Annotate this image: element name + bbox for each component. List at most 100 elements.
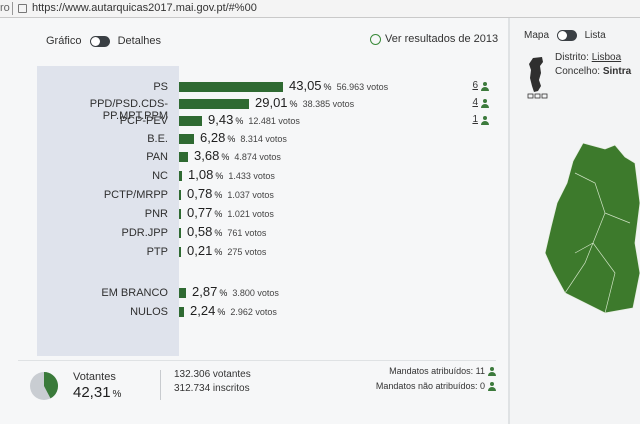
party-name: NULOS [130,306,168,318]
result-row: PAN 3,68% 4.874 votos [0,148,508,166]
party-name: PAN [146,151,168,163]
seat-count[interactable]: 4 [472,97,478,108]
percent-value: 43,05 [289,78,322,93]
vote-count: 1.021 votos [227,209,274,219]
toggle-label-list[interactable]: Lista [584,30,606,42]
percent-value: 2,87 [192,284,218,299]
map-panel: Mapa Lista Distrito: Lisboa Concelho: Si… [510,18,640,424]
party-name: PTP [146,246,168,258]
percent-symbol: % [323,82,332,92]
result-bar [179,116,202,126]
vote-count: 4.874 votos [234,152,281,162]
lock-icon[interactable] [18,4,27,13]
map-list-toggle[interactable]: Mapa Lista [524,30,606,41]
location-info: Distrito: Lisboa Concelho: Sintra [555,51,631,79]
result-bar [179,288,186,298]
results-panel: Gráfico Detalhes Ver resultados de 2013 … [0,18,508,424]
percent-symbol: % [235,116,244,126]
result-bar [179,307,184,317]
result-row: NC 1,08% 1.433 votos [0,167,508,185]
history-link[interactable]: Ver resultados de 2013 [370,33,498,45]
percent-value: 0,21 [187,243,213,258]
person-icon [488,382,496,391]
seat-count[interactable]: 6 [472,80,478,91]
registered-count: 312.734 inscritos [174,383,250,394]
panel-divider [508,18,510,424]
percent-symbol: % [214,228,223,238]
result-value: 0,58% 761 votos [187,224,266,239]
divider [18,360,496,361]
result-bar [179,228,181,238]
result-value: 43,05% 56.963 votos [289,78,388,93]
toggle-label-details[interactable]: Detalhes [117,35,162,48]
percent-value: 0,58 [187,224,213,239]
percent-value: 9,43 [208,112,234,127]
switch-knob [90,36,100,46]
history-icon [370,33,381,45]
person-icon [481,116,489,125]
result-value: 2,24% 2.962 votos [190,303,277,318]
result-bar [179,82,283,92]
history-link-label[interactable]: Ver resultados de 2013 [385,33,499,45]
district-map[interactable] [545,143,640,318]
percent-symbol: % [214,209,223,219]
result-value: 6,28% 8.314 votos [200,130,287,145]
result-value: 0,21% 275 votos [187,243,266,258]
mini-map-azores [527,93,534,99]
turnout-separator [160,370,161,400]
percent-symbol: % [221,152,230,162]
result-row: PDR.JPP 0,58% 761 votos [0,224,508,242]
result-value: 1,08% 1.433 votos [188,167,275,182]
result-bar [179,247,181,257]
portugal-mini-map[interactable] [527,56,551,100]
view-switch[interactable] [89,35,110,47]
url-separator [12,2,13,15]
map-list-switch[interactable] [556,30,577,41]
chart-detail-toggle[interactable]: Gráfico Detalhes [46,35,161,47]
percent-value: 0,78 [187,186,213,201]
percent-symbol: % [215,171,224,181]
council-value: Sintra [602,66,632,77]
result-row: PS 43,05% 56.963 votos 6 [0,78,508,96]
result-row: NULOS 2,24% 2.962 votos [0,303,508,321]
person-icon [488,367,496,376]
vote-count: 1.433 votos [228,171,275,181]
percent-value: 2,24 [190,303,216,318]
party-name: B.E. [147,133,168,145]
district-shape[interactable] [545,143,640,314]
district-link[interactable]: Lisboa [591,52,622,63]
turnout-percent-value: 42,31 [73,384,111,401]
vote-count: 275 votos [227,247,267,257]
mandates-assigned: Mandatos atribuídos: 11 [389,366,485,376]
district-label: Distrito: [555,52,589,63]
url-text[interactable]: https://www.autarquicas2017.mai.gov.pt/#… [32,2,257,14]
vote-count: 56.963 votos [336,82,389,92]
browser-url-bar[interactable]: ro https://www.autarquicas2017.mai.gov.p… [0,0,640,18]
result-row: B.E. 6,28% 8.314 votos [0,130,508,148]
party-name: PS [153,81,168,93]
switch-knob [557,31,567,40]
turnout-label: Votantes [73,371,116,383]
party-name: NC [152,170,168,182]
vote-count: 12.481 votos [248,116,300,126]
mini-map-islands [541,93,548,99]
pie-slice-turnout [44,372,59,399]
result-bar [179,99,249,109]
percent-value: 29,01 [255,95,288,110]
percent-symbol: % [217,307,226,317]
mini-map-mainland [529,57,543,92]
party-name: PCP-PEV [119,115,168,127]
toggle-label-chart[interactable]: Gráfico [46,35,82,48]
url-prefix-fragment: ro [0,2,10,14]
toggle-label-map[interactable]: Mapa [524,30,550,42]
party-name: PDR.JPP [121,227,168,239]
vote-count: 761 votos [227,228,267,238]
seat-count[interactable]: 1 [472,114,478,125]
percent-symbol: % [214,247,223,257]
percent-symbol: % [219,288,228,298]
result-value: 0,78% 1.037 votos [187,186,274,201]
result-bar [179,190,181,200]
percent-value: 0,77 [187,205,213,220]
party-name: PPD/PSD.CDS-PP.MPT.PPM [89,98,168,122]
vote-count: 3.800 votos [232,288,279,298]
